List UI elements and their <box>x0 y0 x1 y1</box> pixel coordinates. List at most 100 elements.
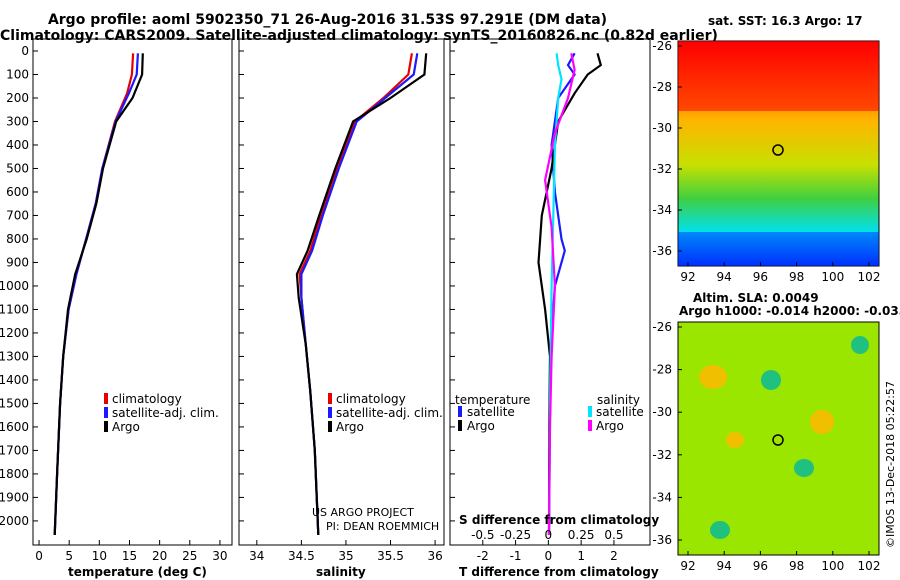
legend-label-satellite: satellite-adj. clim. <box>112 406 219 420</box>
temperature-plot: 0 5 10 15 20 25 30 <box>35 53 228 563</box>
s-tick-label: 0.25 <box>568 528 595 542</box>
depth-tick-label: 1700 <box>0 443 29 457</box>
sla-low-blob <box>761 370 781 390</box>
sla-high-blob <box>699 365 727 389</box>
x-tick-label: 5 <box>65 549 73 563</box>
legend-label-s-satellite: satellite <box>596 405 644 419</box>
x-tick-label: 34.5 <box>288 549 315 563</box>
legend-swatch-satellite <box>104 407 108 418</box>
lon-tick-label: 94 <box>717 559 732 573</box>
sst-warm-band <box>678 41 879 111</box>
x-tick-label: 34 <box>249 549 264 563</box>
depth-tick-label: 500 <box>6 161 29 175</box>
legend-label-satellite: satellite-adj. clim. <box>336 406 443 420</box>
lat-tick-label: -26 <box>652 39 672 53</box>
lat-tick-label: -34 <box>652 203 672 217</box>
depth-tick-label: 100 <box>6 67 29 81</box>
salinity-legend: climatology satellite-adj. clim. Argo <box>328 392 443 434</box>
sla-map-blobs <box>699 336 869 539</box>
depth-tick-label: 200 <box>6 91 29 105</box>
lat-tick-label: -32 <box>652 162 672 176</box>
lat-tick-label: -30 <box>652 405 672 419</box>
lon-tick-label: 102 <box>858 559 881 573</box>
temperature-panel <box>32 38 233 546</box>
lat-tick-label: -28 <box>652 80 672 94</box>
series-line-satellite-adj-clim- <box>53 53 139 536</box>
depth-tick-label: 1100 <box>0 302 29 316</box>
sst-map-axes: -26 -28 -30 -32 -34 -36 92 94 96 98 100 102 <box>652 39 880 284</box>
legend-label-s-argo: Argo <box>596 419 624 433</box>
legend-swatch-s-argo <box>588 420 592 431</box>
pi-label: PI: DEAN ROEMMICH <box>326 520 439 533</box>
salinity-plot: 34 34.5 35 35.5 36 <box>249 53 443 563</box>
depth-tick-label: 1000 <box>0 279 29 293</box>
legend-swatch-climatology <box>104 393 108 404</box>
lat-tick-label: -30 <box>652 121 672 135</box>
lat-tick-label: -26 <box>652 320 672 334</box>
lat-tick-label: -36 <box>652 244 672 258</box>
legend-title-salinity: salinity <box>597 393 640 407</box>
argo-location-marker <box>772 144 784 156</box>
series-line-t-satellite <box>547 52 576 536</box>
lat-tick-label: -34 <box>652 490 672 504</box>
lat-tick-label: -32 <box>652 448 672 462</box>
temperature-legend: climatology satellite-adj. clim. Argo <box>104 392 219 434</box>
legend-swatch-t-satellite <box>458 406 462 417</box>
depth-axis: 0 100 200 300 400 500 600 700 800 900 1000 1100 1200… <box>0 44 455 528</box>
s-tick-label: 0 <box>545 528 553 542</box>
lat-tick-label: -36 <box>652 533 672 547</box>
legend-title-temperature: temperature <box>455 393 530 407</box>
sla-low-blob <box>851 336 869 354</box>
series-line-argo <box>295 53 428 536</box>
legend-swatch-s-satellite <box>588 406 592 417</box>
lon-tick-label: 102 <box>858 270 881 284</box>
lon-tick-label: 98 <box>789 559 804 573</box>
depth-tick-label: 2000 <box>0 514 29 528</box>
depth-tick-label: 900 <box>6 255 29 269</box>
x-tick-label: 0 <box>545 549 553 563</box>
imos-timestamp: ©IMOS 13-Dec-2018 05:22:57 <box>884 381 897 548</box>
legend-swatch-t-argo <box>458 420 462 431</box>
series-line-satellite-adj-clim- <box>300 53 419 536</box>
sla-low-blob <box>710 521 730 539</box>
figure-title-line2: Climatology: CARS2009. Satellite-adjuste… <box>0 28 718 44</box>
depth-tick-label: 700 <box>6 208 29 222</box>
legend-swatch-satellite <box>328 407 332 418</box>
lon-tick-label: 94 <box>717 270 732 284</box>
series-line-s-argo <box>543 53 576 536</box>
difference-plot: -2 -1 0 1 2 -0.5 -0.25 0 0.25 0.5 <box>471 52 623 563</box>
x-tick-label: 25 <box>182 549 197 563</box>
x-tick-label: 10 <box>92 549 107 563</box>
x-tick-label: -1 <box>510 549 522 563</box>
sst-map-title: sat. SST: 16.3 Argo: 17 <box>708 14 862 28</box>
depth-tick-label: 1400 <box>0 373 29 387</box>
depth-tick-label: 600 <box>6 185 29 199</box>
lon-tick-label: 98 <box>789 270 804 284</box>
x-tick-label: 35 <box>338 549 353 563</box>
salinity-panel <box>238 38 445 546</box>
figure-title-line1: Argo profile: aoml 5902350_71 26-Aug-201… <box>47 12 608 28</box>
lon-tick-label: 96 <box>753 559 768 573</box>
legend-label-t-argo: Argo <box>467 419 495 433</box>
series-line-argo <box>53 53 144 536</box>
depth-tick-label: 1200 <box>0 326 29 340</box>
sst-cold-band <box>678 232 879 266</box>
difference-panel <box>449 38 651 546</box>
difference-legend: temperature satellite Argo salinity sate… <box>455 393 644 433</box>
x-tick-label: 1 <box>577 549 585 563</box>
depth-tick-label: 300 <box>6 114 29 128</box>
salinity-xlabel: salinity <box>316 565 366 579</box>
legend-label-climatology: climatology <box>112 392 182 406</box>
temperature-xlabel: temperature (deg C) <box>68 565 207 579</box>
legend-swatch-climatology <box>328 393 332 404</box>
argo-location-marker <box>772 434 784 446</box>
series-line-climatology <box>53 53 135 536</box>
legend-label-t-satellite: satellite <box>467 405 515 419</box>
x-tick-label: 30 <box>212 549 227 563</box>
sla-map-subtitle: Argo h1000: -0.014 h2000: -0.035 <box>679 304 900 318</box>
x-tick-label: 20 <box>152 549 167 563</box>
lon-tick-label: 92 <box>680 559 695 573</box>
series-line-t-argo <box>537 53 603 536</box>
legend-label-argo: Argo <box>112 420 140 434</box>
